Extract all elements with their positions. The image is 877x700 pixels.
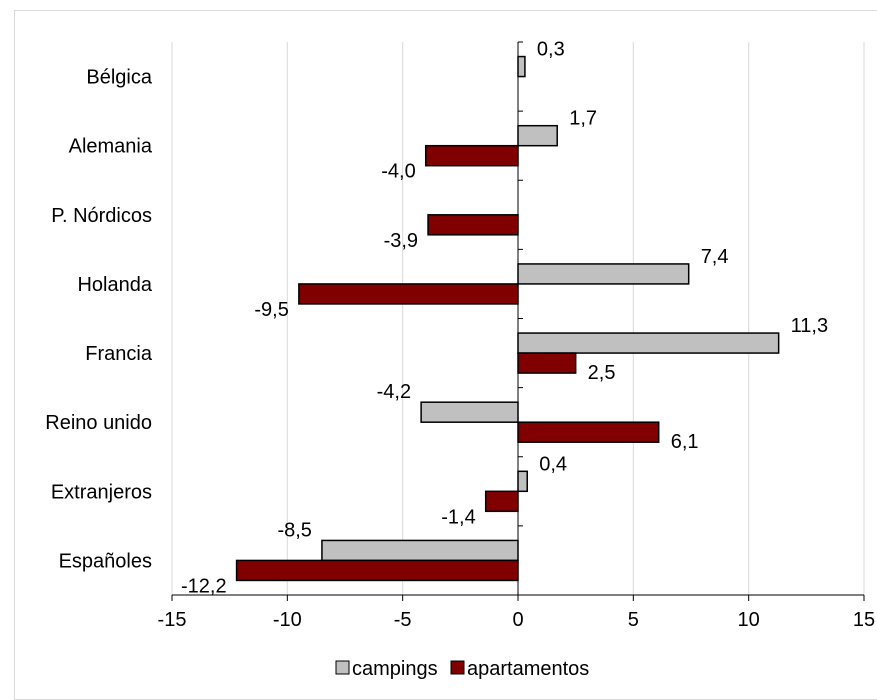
legend: campings apartamentos bbox=[335, 658, 589, 680]
bar-apartamentos bbox=[484, 490, 519, 513]
axes: -15 -10 -5 0 5 10 15 bbox=[158, 41, 875, 631]
x-tick-label: 15 bbox=[853, 609, 875, 631]
bar-campings bbox=[517, 470, 528, 493]
data-label: 0,4 bbox=[539, 453, 567, 475]
x-tick-label: -15 bbox=[158, 609, 187, 631]
legend-label: campings bbox=[352, 658, 438, 680]
x-tick-label: -10 bbox=[273, 609, 302, 631]
data-label: 0,3 bbox=[537, 39, 565, 61]
data-label: -9,5 bbox=[254, 299, 288, 321]
category-label: Españoles bbox=[59, 550, 152, 572]
bar-campings bbox=[420, 401, 519, 423]
bar-apartamentos bbox=[517, 421, 660, 443]
bar-campings bbox=[321, 539, 519, 562]
bar-campings bbox=[517, 332, 780, 354]
legend-swatch bbox=[450, 660, 465, 675]
gridlines bbox=[171, 42, 865, 595]
x-tick-label: 0 bbox=[512, 609, 523, 631]
data-label: -4,0 bbox=[381, 161, 415, 183]
x-tick-label: 5 bbox=[628, 609, 639, 631]
data-label: -8,5 bbox=[277, 519, 311, 541]
bar-apartamentos bbox=[517, 352, 577, 374]
category-label: P. Nórdicos bbox=[51, 205, 152, 227]
bar-campings bbox=[517, 124, 558, 147]
bars bbox=[235, 55, 780, 582]
category-label: Reino unido bbox=[45, 412, 152, 434]
bar-apartamentos bbox=[235, 559, 519, 582]
data-label: -4,2 bbox=[377, 381, 411, 403]
data-label: -12,2 bbox=[181, 575, 227, 597]
data-label: 1,7 bbox=[569, 108, 597, 130]
labels: 0,3 Bélgica 1,7 -4,0 Alemania -3,9 P. Nórdicos… bbox=[45, 39, 828, 598]
data-label: 11,3 bbox=[791, 315, 828, 337]
bar-campings bbox=[517, 55, 526, 78]
x-tick-label: -5 bbox=[394, 609, 412, 631]
bar-apartamentos bbox=[427, 214, 519, 236]
category-label: Francia bbox=[85, 343, 153, 365]
bar-apartamentos bbox=[424, 144, 519, 167]
category-label: Extranjeros bbox=[51, 481, 152, 503]
category-label: Alemania bbox=[69, 136, 153, 158]
category-label: Holanda bbox=[77, 274, 152, 296]
data-label: 6,1 bbox=[671, 431, 699, 453]
data-label: -3,9 bbox=[384, 230, 418, 252]
category-label: Bélgica bbox=[86, 67, 152, 89]
data-label: 2,5 bbox=[588, 362, 616, 384]
bar-campings bbox=[517, 263, 690, 285]
data-label: 7,4 bbox=[701, 246, 729, 268]
data-label: -1,4 bbox=[441, 506, 475, 528]
legend-label: apartamentos bbox=[467, 658, 589, 680]
bar-apartamentos bbox=[298, 283, 519, 305]
legend-swatch bbox=[335, 660, 350, 675]
x-tick-label: 10 bbox=[738, 609, 760, 631]
